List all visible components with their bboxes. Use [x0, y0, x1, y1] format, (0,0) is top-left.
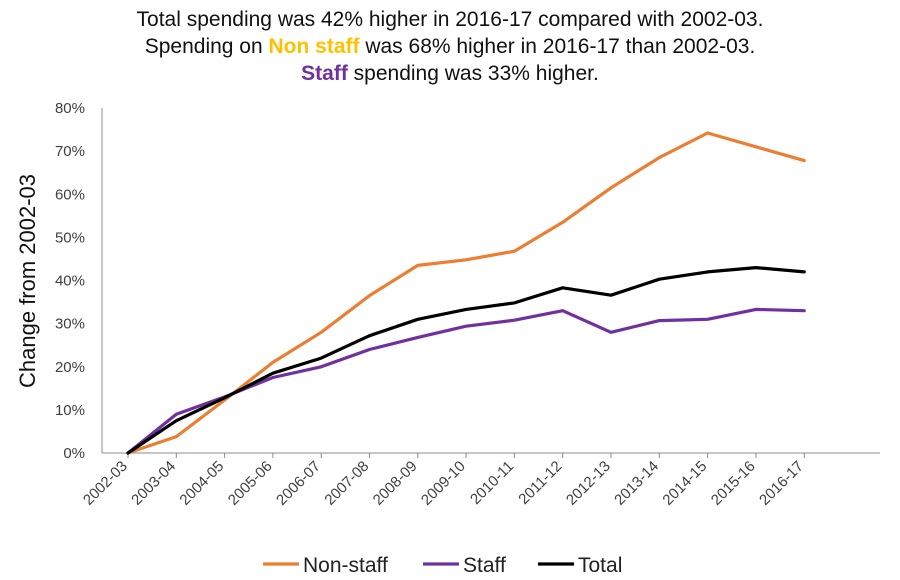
- y-tick-label: 80%: [55, 100, 85, 117]
- title-line-3-suffix: spending was 33% higher.: [347, 62, 599, 85]
- title-line-3: Staff spending was 33% higher.: [0, 60, 900, 87]
- x-tick-label: 2008-09: [370, 458, 421, 509]
- x-tick-label: 2004-05: [176, 458, 227, 509]
- x-tick-label: 2012-13: [563, 458, 614, 509]
- x-tick-label: 2010-11: [467, 458, 517, 508]
- series-line-non-staff: [126, 131, 806, 455]
- legend-label-staff: Staff: [463, 554, 506, 577]
- y-tick-label: 50%: [55, 229, 85, 246]
- series-lines: [126, 131, 806, 455]
- staff-highlight: Staff: [301, 62, 348, 85]
- legend-label-non-staff: Non-staff: [303, 554, 388, 577]
- y-tick-label: 70%: [55, 143, 85, 160]
- x-tick-label: 2007-08: [321, 458, 372, 509]
- chart-legend: Non-staff Staff Total: [263, 554, 622, 577]
- non-staff-highlight: Non staff: [268, 35, 360, 58]
- y-tick-label: 60%: [55, 186, 85, 203]
- y-tick-label: 20%: [55, 359, 85, 376]
- x-tick-label: 2016-17: [756, 458, 807, 509]
- y-tick-label: 30%: [55, 316, 85, 333]
- chart-title-block: Total spending was 42% higher in 2016-17…: [0, 6, 900, 87]
- y-axis-title: Change from 2002-03: [15, 174, 40, 388]
- title-line-2: Spending on Non staff was 68% higher in …: [0, 33, 900, 60]
- chart-axes: [101, 108, 880, 458]
- x-tick-labels: 2002-032003-042004-052005-062006-072007-…: [80, 458, 807, 509]
- x-tick-label: 2006-07: [273, 458, 324, 509]
- x-tick-label: 2013-14: [611, 458, 662, 509]
- y-tick-label: 0%: [63, 445, 85, 462]
- title-line-1: Total spending was 42% higher in 2016-17…: [136, 8, 764, 31]
- series-line-total: [126, 266, 806, 455]
- x-tick-label: 2011-12: [515, 458, 565, 508]
- y-tick-label: 40%: [55, 273, 85, 290]
- title-line-2-prefix: Spending on: [144, 35, 269, 58]
- y-tick-labels: 0% 10% 20% 30% 40% 50% 60% 70% 80%: [55, 100, 85, 462]
- x-tick-label: 2015-16: [708, 458, 759, 509]
- x-tick-label: 2005-06: [225, 458, 276, 509]
- x-tick-label: 2002-03: [80, 458, 131, 509]
- x-tick-label: 2014-15: [659, 458, 710, 509]
- x-tick-label: 2003-04: [128, 458, 179, 509]
- x-tick-label: 2009-10: [418, 458, 469, 509]
- y-tick-label: 10%: [55, 402, 85, 419]
- legend-label-total: Total: [578, 554, 622, 577]
- title-line-2-suffix: was 68% higher in 2016-17 than 2002-03.: [359, 35, 756, 58]
- series-line-staff: [126, 307, 806, 455]
